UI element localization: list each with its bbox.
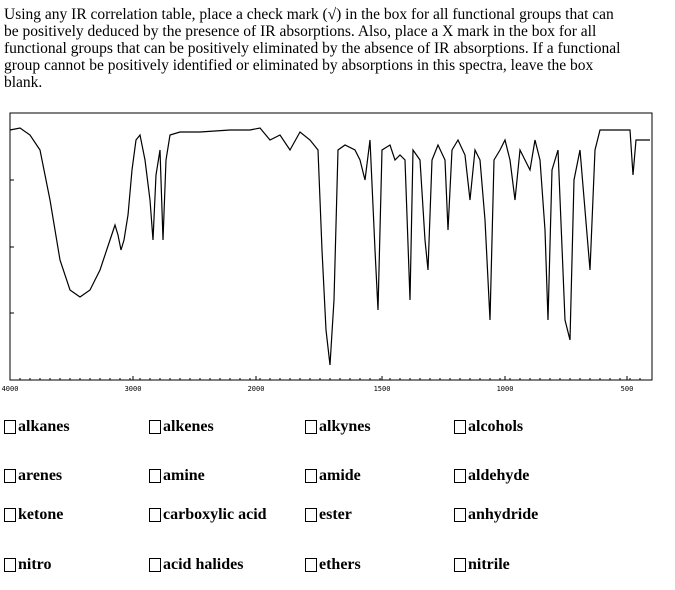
instruction-line: blank. <box>4 74 43 91</box>
checkbox[interactable] <box>305 469 317 483</box>
instruction-line: Using any IR correlation table, place a … <box>4 6 614 23</box>
option-label: amine <box>163 467 205 484</box>
checkbox[interactable] <box>454 469 466 483</box>
x-tick-label: 4000 <box>2 385 19 393</box>
option-label: amide <box>319 467 361 484</box>
x-tick-label: 1500 <box>374 385 391 393</box>
option-label: aldehyde <box>468 467 530 484</box>
checkbox[interactable] <box>4 420 16 434</box>
checkbox[interactable] <box>305 508 317 522</box>
x-tick-label: 3000 <box>125 385 142 393</box>
instruction-line: group cannot be positively identified or… <box>4 57 594 74</box>
spectrum-curve <box>9 127 650 366</box>
option: amide <box>305 467 361 485</box>
option-label: alkynes <box>319 418 371 435</box>
option: anhydride <box>454 506 538 524</box>
option-label: acid halides <box>163 556 244 573</box>
option: aldehyde <box>454 467 529 485</box>
instruction-line: functional groups that can be positively… <box>4 40 621 57</box>
x-tick-label: 1000 <box>497 385 514 393</box>
option-label: alcohols <box>468 418 524 435</box>
option: amine <box>149 467 205 485</box>
x-tick-label: 500 <box>621 385 634 393</box>
checkbox[interactable] <box>149 508 161 522</box>
checkbox[interactable] <box>4 508 16 522</box>
checkbox[interactable] <box>305 558 317 572</box>
option-label: alkenes <box>163 418 214 435</box>
option: ketone <box>4 506 63 524</box>
option-label: anhydride <box>468 506 539 523</box>
option-label: nitrile <box>468 556 510 573</box>
option: carboxylic acid <box>149 506 267 524</box>
checkbox[interactable] <box>4 558 16 572</box>
option-label: ketone <box>18 506 64 523</box>
option-label: alkanes <box>18 418 70 435</box>
option: ethers <box>305 556 361 574</box>
option-label: arenes <box>18 467 63 484</box>
ir-spectrum: 4000 3000 2000 1500 1000 500 <box>2 112 653 393</box>
option: alkenes <box>149 418 214 436</box>
checkbox[interactable] <box>149 420 161 434</box>
option-label: carboxylic acid <box>163 506 267 523</box>
option: alkanes <box>4 418 70 436</box>
option-label: nitro <box>18 556 52 573</box>
checkbox[interactable] <box>149 469 161 483</box>
checkbox[interactable] <box>454 420 466 434</box>
checkbox[interactable] <box>4 469 16 483</box>
instruction-line: be positively deduced by the presence of… <box>4 23 597 40</box>
option: ester <box>305 506 352 524</box>
checkbox[interactable] <box>454 508 466 522</box>
option: arenes <box>4 467 62 485</box>
x-tick-label: 2000 <box>248 385 265 393</box>
option: nitro <box>4 556 51 574</box>
option: acid halides <box>149 556 243 574</box>
option: alcohols <box>454 418 523 436</box>
checkbox[interactable] <box>454 558 466 572</box>
option-label: ester <box>319 506 352 523</box>
checkbox[interactable] <box>149 558 161 572</box>
option: nitrile <box>454 556 510 574</box>
option-label: ethers <box>319 556 361 573</box>
option: alkynes <box>305 418 371 436</box>
checkbox[interactable] <box>305 420 317 434</box>
